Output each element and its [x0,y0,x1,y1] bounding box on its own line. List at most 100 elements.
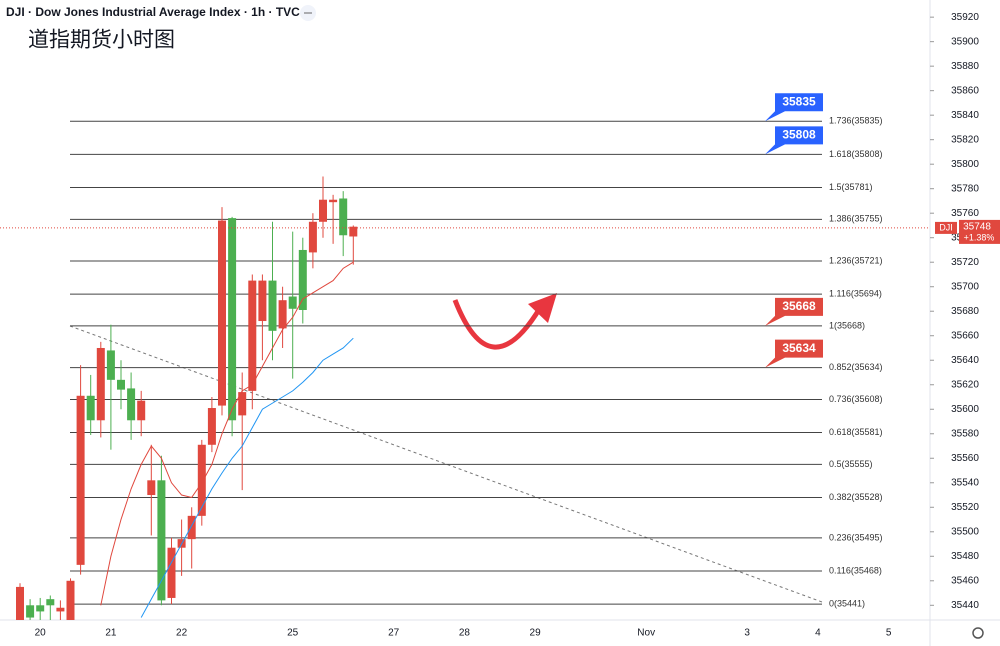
candle-body [187,515,196,540]
candle-body [308,221,317,253]
y-tick-label: 35700 [951,281,979,292]
x-tick-label: 3 [744,628,750,639]
fib-label: 0.5(35555) [829,459,873,469]
candle-body [137,400,146,421]
candle-body [349,226,358,237]
callout-box [765,93,823,122]
fib-label: 1.736(35835) [829,116,883,126]
candle-body [319,199,327,222]
y-tick-label: 35900 [951,36,979,47]
symbol-tag-label: DJI [939,222,953,232]
candle-body [36,605,45,612]
y-tick-label: 35760 [951,208,979,219]
chart-title: 道指期货小时图 [28,29,175,52]
x-tick-label: 27 [388,628,400,639]
candle-body [26,605,35,618]
arrow-curve [452,299,543,350]
callout-label: 35634 [782,341,816,355]
candle-body [16,586,24,620]
arrow-head [528,293,557,323]
y-tick-label: 35500 [951,526,979,537]
x-tick-label: 25 [287,628,299,639]
candle-body [228,218,237,421]
fib-label: 0.236(35495) [829,532,883,542]
callout-box [765,339,823,368]
change-label: +1.38% [964,232,995,242]
y-tick-label: 35460 [951,575,979,586]
fib-label: 1.386(35755) [829,214,883,224]
y-tick-label: 35720 [951,257,979,268]
price-tag [959,219,1000,244]
y-tick-label: 35780 [951,183,979,194]
candle-body [339,198,348,236]
y-tick-label: 35680 [951,306,979,317]
x-tick-label: 5 [886,628,892,639]
y-tick-label: 35480 [951,551,979,562]
callout-box [765,297,823,326]
candle-body [46,599,55,606]
x-tick-label: 20 [35,628,47,639]
fib-label: 1.618(35808) [829,149,883,159]
candle-body [96,347,105,421]
y-tick-label: 35640 [951,355,979,366]
fib-label: 1.5(35781) [829,182,873,192]
candle-body [106,350,115,380]
candle-body [197,444,206,516]
fib-label: 1.116(35694) [829,288,882,298]
y-tick-label: 35440 [951,600,979,611]
candle-body [86,395,95,421]
candle-body [278,300,287,329]
candle-body [117,379,125,390]
candle-body [76,395,85,565]
x-tick-label: 28 [459,628,471,639]
candle-body [218,220,226,406]
candle-body [167,547,176,598]
fib-label: 0.852(35634) [829,362,883,372]
candle-body [207,408,216,445]
y-tick-label: 35880 [951,61,979,72]
y-tick-label: 35540 [951,477,979,488]
x-tick-label: Nov [637,628,655,639]
callout-box [765,126,823,155]
candle-body [258,280,267,322]
chart-header: DJI · Dow Jones Industrial Average Index… [6,5,300,19]
y-tick-label: 35860 [951,85,979,96]
y-tick-label: 35560 [951,453,979,464]
fib-label: 1(35668) [829,320,865,330]
moving-average [140,337,354,618]
moving-average [100,261,354,606]
y-tick-label: 35580 [951,428,979,439]
y-tick-label: 35620 [951,379,979,390]
candle-body [248,280,257,391]
candle-body [329,199,338,203]
y-tick-label: 35600 [951,404,979,415]
y-tick-label: 35920 [951,12,979,23]
candle-body [298,249,307,310]
y-tick-label: 35660 [951,330,979,341]
fib-label: 0(35441) [829,598,865,608]
fib-label: 1.236(35721) [829,255,883,265]
candle-body [56,607,65,612]
trend-line [69,325,823,603]
y-tick-label: 35520 [951,502,979,513]
x-tick-label: 21 [105,628,117,639]
candle-body [127,388,136,421]
fib-label: 0.382(35528) [829,492,883,502]
callout-label: 35808 [782,128,816,142]
fib-label: 0.736(35608) [829,394,883,404]
y-tick-label: 35820 [951,134,979,145]
fib-label: 0.618(35581) [829,427,883,437]
settings-icon[interactable] [972,627,984,639]
callout-label: 35835 [782,94,816,108]
candle-body [147,480,156,496]
x-tick-label: 29 [530,628,542,639]
fib-label: 0.116(35468) [829,565,882,575]
callout-label: 35668 [782,299,816,313]
candle-body [288,296,297,309]
symbol-tag [935,221,957,234]
x-tick-label: 22 [176,628,188,639]
candle-body [157,480,166,601]
candle-body [238,392,247,416]
y-tick-label: 35840 [951,110,979,121]
